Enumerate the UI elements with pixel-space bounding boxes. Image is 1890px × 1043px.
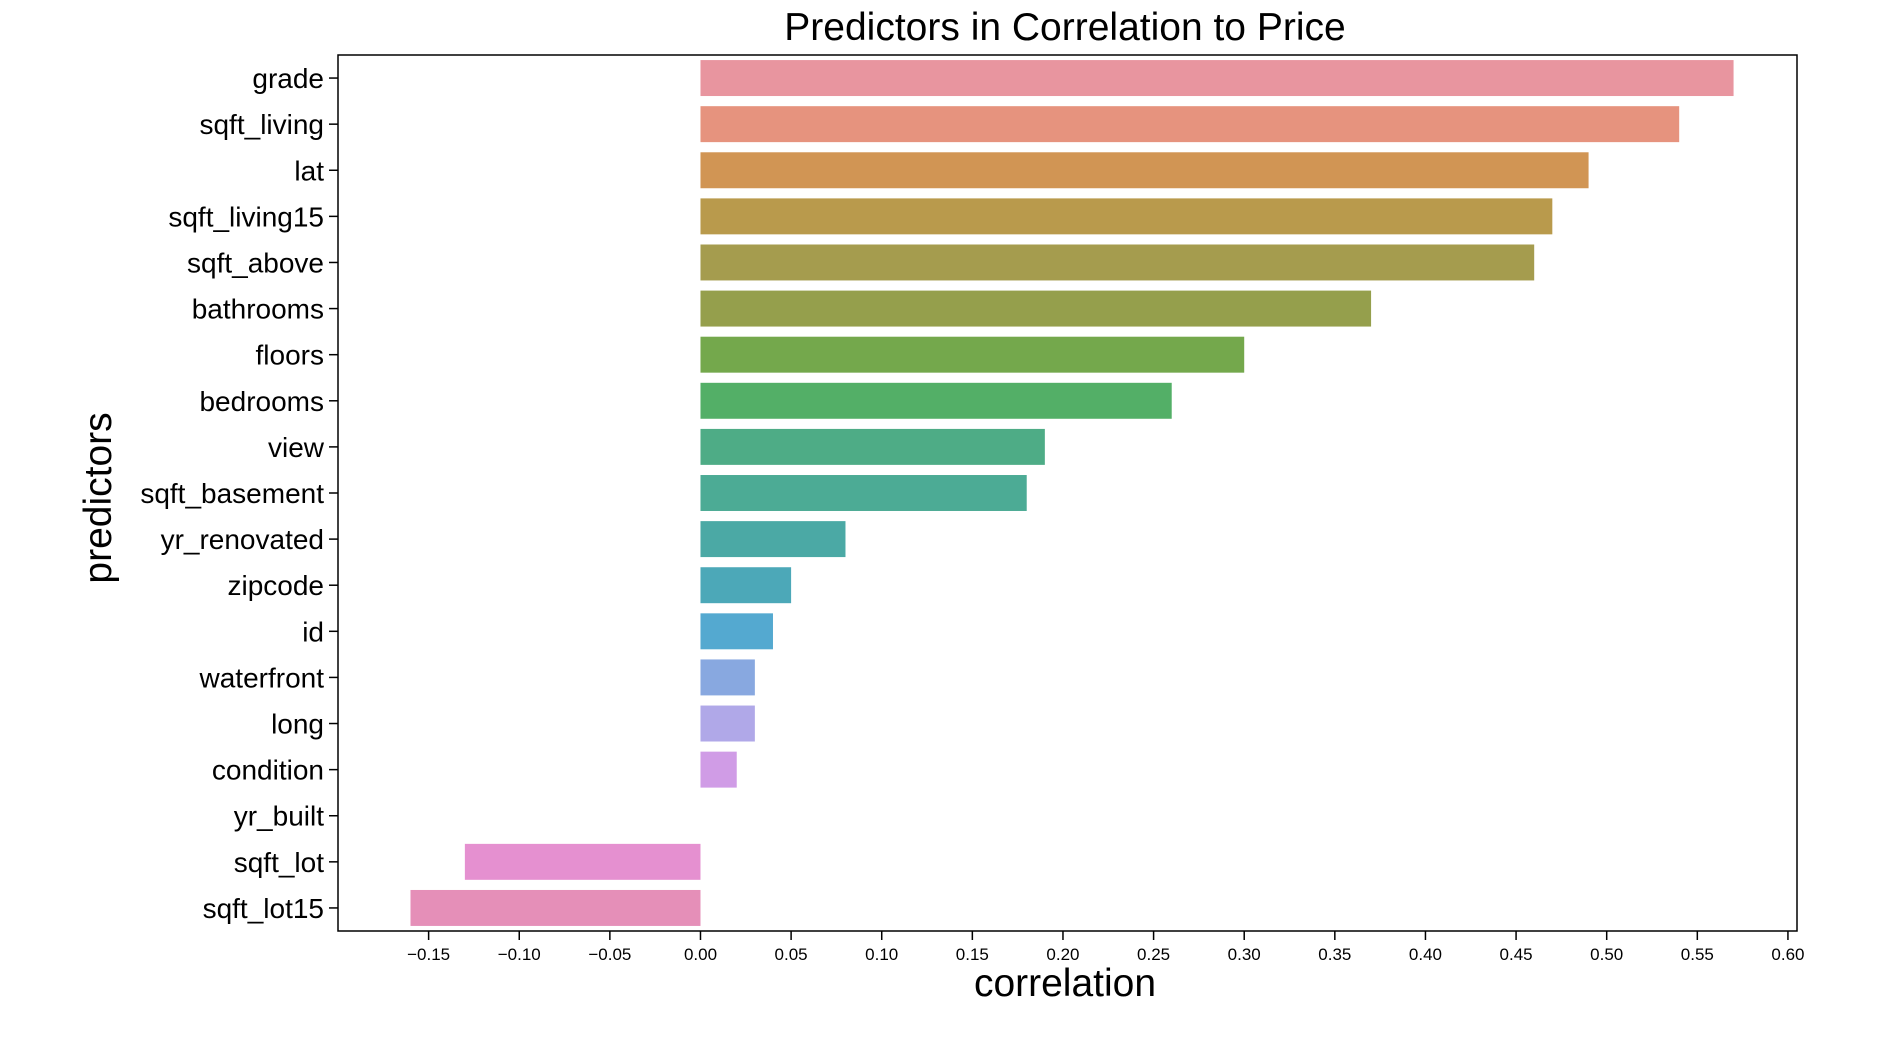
x-tick-label: 0.40 bbox=[1409, 945, 1442, 964]
bar-sqft-lot bbox=[464, 843, 701, 880]
y-tick-label-sqft-above: sqft_above bbox=[187, 247, 324, 278]
x-tick-label: 0.15 bbox=[956, 945, 989, 964]
bar-bathrooms bbox=[700, 290, 1372, 327]
x-tick-label: 0.50 bbox=[1590, 945, 1623, 964]
y-tick-label-sqft-basement: sqft_basement bbox=[140, 478, 324, 509]
x-tick-label: 0.05 bbox=[775, 945, 808, 964]
bar-yr-renovated bbox=[700, 521, 846, 558]
x-axis-ticks: −0.15 −0.10 −0.05 0.00 0.05 0.10 0.15 0.20 0.25 0… bbox=[407, 931, 1804, 964]
x-tick-label: −0.05 bbox=[588, 945, 631, 964]
y-tick-label-sqft-living15: sqft_living15 bbox=[168, 201, 324, 232]
y-tick-label-yr-renovated: yr_renovated bbox=[161, 524, 324, 555]
x-tick-label: 0.20 bbox=[1046, 945, 1079, 964]
bar-sqft-basement bbox=[700, 475, 1027, 511]
bar-sqft-above bbox=[700, 244, 1535, 281]
x-tick-label: 0.00 bbox=[684, 945, 717, 964]
bar-grade bbox=[700, 60, 1734, 97]
bar-long bbox=[700, 705, 755, 742]
x-tick-label: 0.45 bbox=[1500, 945, 1533, 964]
y-tick-label-zipcode: zipcode bbox=[227, 570, 324, 601]
bar-lat bbox=[700, 152, 1589, 189]
y-tick-label-condition: condition bbox=[212, 755, 324, 786]
y-tick-label-sqft-lot: sqft_lot bbox=[234, 847, 324, 878]
y-tick-label-sqft-living: sqft_living bbox=[199, 109, 324, 140]
y-tick-label-floors: floors bbox=[256, 340, 324, 371]
x-axis-label: correlation bbox=[974, 962, 1156, 1005]
y-tick-label-bathrooms: bathrooms bbox=[192, 294, 324, 325]
x-tick-label: 0.35 bbox=[1318, 945, 1351, 964]
bar-id bbox=[700, 613, 773, 650]
y-tick-label-sqft-lot15: sqft_lot15 bbox=[203, 893, 324, 924]
bar-zipcode bbox=[700, 567, 792, 604]
y-tick-label-yr-built: yr_built bbox=[234, 801, 324, 832]
y-tick-label-lat: lat bbox=[294, 155, 324, 186]
y-tick-label-id: id bbox=[302, 616, 324, 647]
y-axis-label: predictors bbox=[77, 412, 120, 583]
y-tick-label-waterfront: waterfront bbox=[199, 662, 325, 693]
bar-bedrooms bbox=[700, 382, 1172, 419]
bar-waterfront bbox=[700, 659, 755, 696]
chart-title: Predictors in Correlation to Price bbox=[784, 6, 1345, 49]
y-tick-label-grade: grade bbox=[252, 63, 324, 94]
x-tick-label: 0.25 bbox=[1137, 945, 1170, 964]
x-tick-label: 0.55 bbox=[1681, 945, 1714, 964]
y-tick-label-bedrooms: bedrooms bbox=[199, 386, 324, 417]
bar-view bbox=[700, 428, 1045, 465]
bar-condition bbox=[700, 751, 737, 788]
y-tick-label-view: view bbox=[268, 432, 325, 463]
y-tick-label-long: long bbox=[271, 709, 324, 740]
bars-group bbox=[410, 60, 1734, 926]
x-tick-label: 0.10 bbox=[865, 945, 898, 964]
x-tick-label: 0.60 bbox=[1771, 945, 1804, 964]
bar-sqft-lot15 bbox=[410, 889, 701, 926]
x-tick-label: −0.15 bbox=[407, 945, 450, 964]
bar-sqft-living15 bbox=[700, 198, 1553, 235]
bar-sqft-living bbox=[700, 106, 1680, 143]
x-tick-label: −0.10 bbox=[498, 945, 541, 964]
bar-floors bbox=[700, 336, 1245, 373]
x-tick-label: 0.30 bbox=[1228, 945, 1261, 964]
